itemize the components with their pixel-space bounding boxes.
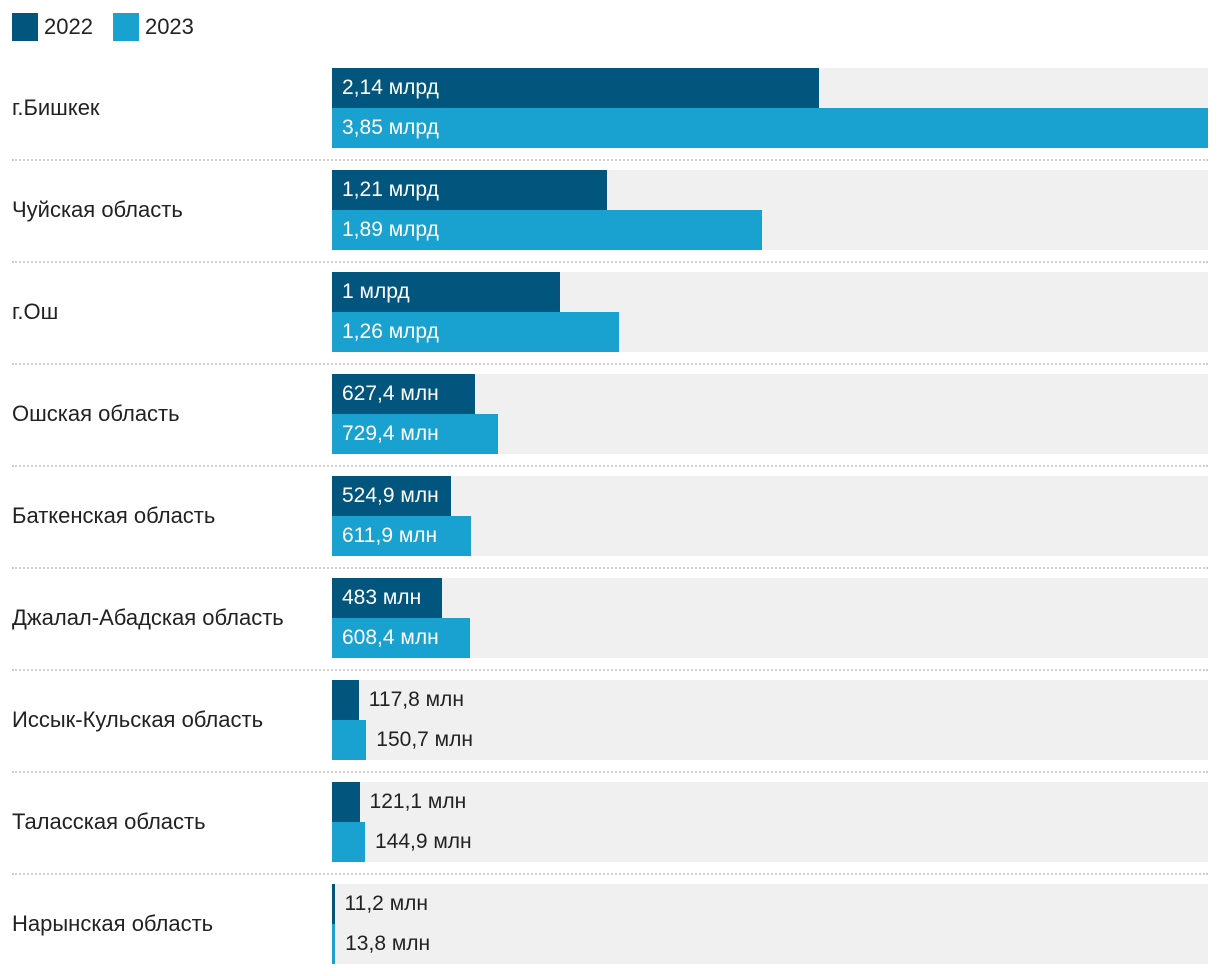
bar-track	[332, 374, 1208, 414]
bar-track	[332, 578, 1208, 618]
category-label-иссык-кульская-область: Иссык-Кульская область	[12, 707, 264, 732]
bar-track	[332, 720, 1208, 760]
bar-2022-таласская-область	[332, 782, 360, 822]
bar-2023-джалал-абадская-область	[332, 618, 471, 658]
data-label-2023-ошская-область: 729,4 млн	[342, 422, 439, 445]
row-separator	[12, 771, 1208, 773]
bar-2022-баткенская-область	[332, 476, 452, 516]
bar-track	[332, 680, 1208, 720]
row-separator	[12, 567, 1208, 569]
category-label-таласская-область: Таласская область	[12, 809, 206, 834]
bar-track	[332, 782, 1208, 822]
category-label-ошская-область: Ошская область	[12, 401, 180, 426]
bar-track	[332, 618, 1208, 658]
data-label-2023-иссык-кульская-область: 150,7 млн	[376, 728, 473, 751]
category-label-нарынская-область: Нарынская область	[12, 911, 214, 936]
bar-track	[332, 516, 1208, 556]
data-label-2022-иссык-кульская-область: 117,8 млн	[368, 688, 464, 711]
legend-label-2023: 2023	[144, 14, 194, 39]
category-label-джалал-абадская-область: Джалал-Абадская область	[12, 605, 284, 630]
bar-2023-ошская-область	[332, 414, 498, 454]
data-label-2022-джалал-абадская-область: 483 млн	[342, 586, 422, 609]
legend-item-2022: 2022	[12, 13, 93, 41]
bar-2022-чуйская-область	[332, 170, 608, 210]
bar-2022-г-ош	[332, 272, 560, 312]
data-label-2022-нарынская-область: 11,2 млн	[344, 892, 428, 915]
category-label-баткенская-область: Баткенская область	[12, 503, 216, 528]
legend-swatch-2023	[112, 13, 139, 41]
bar-2022-г-бишкек	[332, 68, 819, 108]
bar-2022-иссык-кульская-область	[332, 680, 359, 720]
bar-2022-ошская-область	[332, 374, 475, 414]
data-label-2023-нарынская-область: 13,8 млн	[345, 932, 431, 955]
bar-track	[332, 476, 1208, 516]
legend: 2022 2023	[12, 13, 214, 41]
bar-2023-чуйская-область	[332, 210, 763, 250]
data-label-2023-баткенская-область: 611,9 млн	[342, 524, 438, 547]
category-label-г-бишкек: г.Бишкек	[12, 95, 100, 120]
legend-item-2023: 2023	[112, 13, 194, 41]
bar-2022-джалал-абадская-область	[332, 578, 442, 618]
bar-2023-баткенская-область	[332, 516, 472, 556]
legend-swatch-2022	[12, 13, 38, 41]
data-label-2022-таласская-область: 121,1 млн	[369, 790, 467, 813]
bar-2023-иссык-кульская-область	[332, 720, 367, 760]
data-label-2023-таласская-область: 144,9 млн	[374, 830, 472, 853]
data-label-2022-чуйская-область: 1,21 млрд	[342, 178, 439, 201]
data-label-2023-чуйская-область: 1,89 млрд	[342, 218, 439, 241]
data-label-2023-г-ош: 1,26 млрд	[342, 320, 439, 343]
bar-track	[332, 822, 1208, 862]
row-separator	[12, 363, 1208, 365]
bar-2022-нарынская-область	[332, 884, 335, 924]
row-separator	[12, 159, 1208, 161]
data-label-2022-г-ош: 1 млрд	[342, 280, 410, 303]
category-label-г-ош: г.Ош	[12, 299, 59, 324]
category-label-чуйская-область: Чуйская область	[12, 197, 183, 222]
data-label-2022-г-бишкек: 2,14 млрд	[342, 76, 439, 99]
bar-2023-нарынская-область	[332, 924, 336, 964]
bar-track	[332, 884, 1208, 924]
row-separator	[12, 261, 1208, 263]
data-label-2023-джалал-абадская-область: 608,4 млн	[342, 626, 439, 649]
row-separator	[12, 669, 1208, 671]
data-label-2023-г-бишкек: 3,85 млрд	[342, 116, 439, 139]
bar-2023-г-ош	[332, 312, 619, 352]
legend-label-2022: 2022	[44, 14, 93, 39]
bar-2023-таласская-область	[332, 822, 365, 862]
data-label-2022-ошская-область: 627,4 млн	[342, 382, 439, 405]
bar-2023-г-бишкек	[332, 108, 1208, 148]
data-label-2022-баткенская-область: 524,9 млн	[342, 484, 439, 507]
row-separator	[12, 465, 1208, 467]
row-separator	[12, 873, 1208, 875]
bar-track	[332, 924, 1208, 964]
